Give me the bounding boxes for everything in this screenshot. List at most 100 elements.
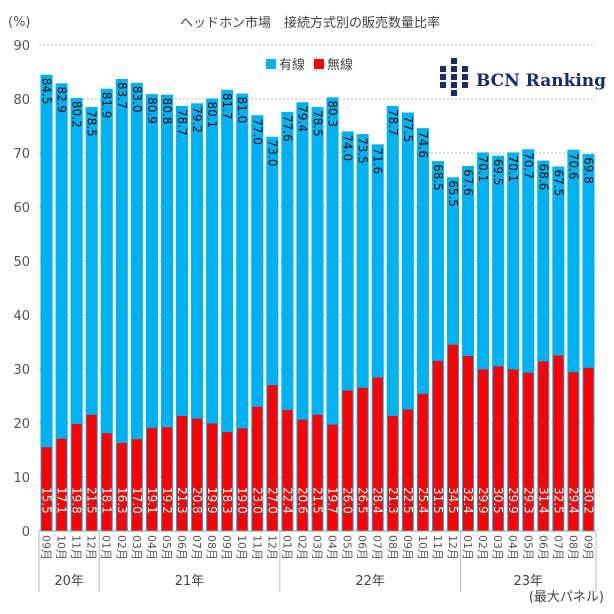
- bar-wired: [70, 97, 83, 532]
- bar-wireless: [432, 360, 443, 531]
- year-label: 23年: [513, 574, 543, 589]
- bar-wired: [236, 93, 249, 531]
- data-label-wireless: 19.2: [160, 487, 174, 514]
- x-tick-label: 09月: [220, 535, 233, 560]
- data-label-wireless: 32.4: [461, 487, 475, 514]
- bar-wired: [115, 79, 128, 532]
- data-label-wireless: 19.0: [235, 487, 249, 514]
- x-tick-label: 12月: [85, 535, 98, 560]
- data-label-wireless: 17.1: [55, 487, 69, 514]
- x-tick-label: 06月: [175, 535, 188, 560]
- x-tick-label: 08月: [566, 535, 579, 560]
- data-label-wired: 79.2: [190, 106, 204, 133]
- data-label-wired: 81.7: [220, 93, 234, 120]
- bar-wireless: [161, 427, 172, 531]
- logo-square: [440, 74, 446, 80]
- y-tick-label: 60: [13, 201, 30, 216]
- bar-wireless: [583, 367, 594, 531]
- panel-note: (最大パネル): [529, 590, 604, 605]
- y-tick-label: 90: [13, 39, 30, 54]
- data-label-wireless: 22.4: [280, 487, 294, 514]
- data-label-wireless: 19.1: [145, 487, 159, 514]
- x-tick-label: 12月: [265, 535, 278, 560]
- data-label-wireless: 26.5: [356, 487, 370, 514]
- bar-wireless: [192, 418, 203, 531]
- x-tick-label: 05月: [341, 535, 354, 560]
- y-unit-label: (%): [8, 15, 31, 30]
- data-label-wired: 73.0: [265, 140, 279, 167]
- x-tick-label: 07月: [371, 535, 384, 560]
- x-tick-label: 04月: [145, 535, 158, 560]
- bar-wireless: [447, 344, 459, 531]
- bar-wireless: [478, 369, 489, 531]
- data-label-wireless: 23.0: [250, 487, 264, 514]
- data-label-wireless: 20.8: [190, 487, 204, 514]
- data-label-wireless: 18.1: [100, 487, 114, 514]
- bar-wireless: [463, 356, 474, 531]
- data-label-wireless: 20.6: [295, 487, 309, 514]
- data-label-wireless: 15.5: [40, 487, 54, 514]
- data-label-wired: 80.2: [70, 101, 84, 128]
- bar-wireless: [101, 433, 112, 531]
- x-tick-label: 08月: [205, 535, 218, 560]
- x-tick-label: 06月: [356, 535, 369, 560]
- bar-wired: [221, 89, 234, 531]
- data-label-wired: 78.5: [311, 110, 325, 137]
- bar-wireless: [568, 372, 579, 531]
- data-label-wireless: 19.9: [205, 487, 219, 514]
- legend-label-wireless: 無線: [327, 57, 353, 73]
- x-tick-label: 06月: [536, 535, 549, 560]
- bar-wireless: [41, 447, 52, 531]
- bar-wireless: [297, 419, 308, 531]
- x-tick-label: 05月: [521, 535, 534, 560]
- x-tick-label: 12月: [446, 535, 459, 560]
- legend: 有線 無線: [266, 57, 353, 73]
- data-label-wired: 81.9: [100, 92, 114, 119]
- y-tick-label: 70: [13, 147, 30, 162]
- data-label-wired: 70.1: [476, 155, 490, 182]
- x-tick-label: 09月: [40, 535, 53, 560]
- data-label-wireless: 25.4: [416, 487, 430, 514]
- bar-wireless: [312, 414, 323, 531]
- y-tick-label: 0: [22, 525, 30, 540]
- x-tick-label: 10月: [55, 535, 68, 560]
- data-label-wireless: 16.3: [115, 487, 129, 514]
- data-label-wired: 84.5: [40, 78, 54, 105]
- logo-square: [462, 66, 468, 72]
- data-label-wireless: 21.5: [311, 487, 325, 514]
- data-label-wireless: 17.0: [130, 487, 144, 514]
- data-label-wired: 83.0: [130, 86, 144, 113]
- x-tick-label: 09月: [581, 535, 594, 560]
- data-label-wireless: 31.4: [536, 487, 550, 514]
- x-tick-label: 07月: [190, 535, 203, 560]
- bar-wireless: [538, 361, 549, 531]
- bar-wireless: [207, 423, 218, 531]
- data-label-wired: 80.8: [160, 98, 174, 125]
- data-label-wired: 83.7: [115, 82, 129, 109]
- logo-square: [462, 82, 468, 88]
- y-tick-label: 30: [13, 363, 30, 378]
- bar-wireless: [86, 414, 97, 531]
- y-tick-label: 80: [13, 93, 30, 108]
- y-tick-label: 50: [13, 255, 30, 270]
- data-label-wireless: 19.8: [70, 487, 84, 514]
- data-label-wireless: 32.5: [551, 487, 565, 514]
- x-tick-label: 05月: [160, 535, 173, 560]
- bar-wired: [130, 82, 143, 532]
- bar-wireless: [176, 415, 188, 531]
- bar-wireless: [372, 377, 383, 531]
- logo-square: [451, 66, 457, 72]
- legend-swatch-wireless: [314, 59, 324, 69]
- data-label-wireless: 34.5: [446, 487, 460, 514]
- data-label-wired: 78.5: [85, 110, 99, 137]
- data-label-wireless: 29.9: [506, 487, 520, 514]
- y-tick-label: 10: [13, 471, 30, 486]
- bar-wireless: [282, 410, 293, 531]
- data-label-wireless: 29.4: [566, 487, 580, 514]
- data-label-wired: 70.6: [566, 153, 580, 180]
- x-tick-label: 04月: [326, 535, 339, 560]
- data-label-wired: 80.3: [326, 100, 340, 127]
- logo-square: [451, 74, 457, 80]
- x-tick-label: 02月: [115, 535, 128, 560]
- bar-wireless: [252, 406, 263, 531]
